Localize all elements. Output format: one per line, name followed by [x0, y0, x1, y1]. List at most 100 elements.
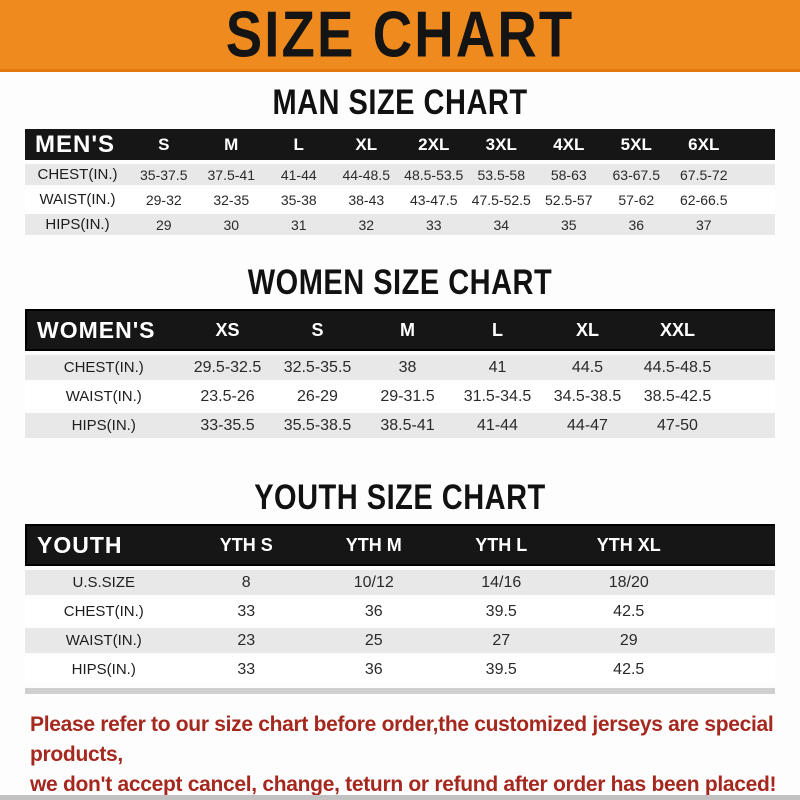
value-cell: 41-44: [452, 413, 543, 438]
value-cell: 8: [182, 570, 310, 595]
value-cell: 48.5-53.5: [400, 164, 468, 185]
table-row: HIPS(IN.) 33 36 39.5 42.5: [25, 657, 775, 682]
header-spacer-cell: [737, 129, 775, 160]
row-label: U.S.SIZE: [25, 570, 183, 595]
value-cell: 33-35.5: [182, 413, 273, 438]
value-cell: 35-37.5: [130, 164, 198, 185]
table-header-row: YOUTH YTH S YTH M YTH L YTH XL: [25, 524, 775, 566]
value-cell: 18/20: [565, 570, 693, 595]
value-cell: 57-62: [602, 189, 670, 210]
value-cell: 39.5: [437, 657, 565, 682]
value-cell: 67.5-72: [670, 164, 738, 185]
value-cell: 27: [437, 628, 565, 653]
row-spacer-cell: [737, 164, 775, 185]
value-cell: 38.5-41: [362, 413, 453, 438]
man-section-heading-text: MAN SIZE CHART: [272, 83, 528, 123]
size-chart-banner: SIZE CHART: [0, 0, 800, 72]
table-row: WAIST(IN.) 23 25 27 29: [25, 628, 775, 653]
row-spacer-cell: [722, 413, 775, 438]
size-column-header: M: [362, 309, 453, 351]
row-label: WAIST(IN.): [25, 384, 183, 409]
value-cell: 47-50: [632, 413, 723, 438]
value-cell: 29: [130, 214, 198, 235]
value-cell: 10/12: [310, 570, 438, 595]
value-cell: 41-44: [265, 164, 333, 185]
row-label: CHEST(IN.): [25, 599, 183, 624]
value-cell: 31.5-34.5: [452, 384, 543, 409]
disclaimer-line-2: we don't accept cancel, change, teturn o…: [30, 773, 777, 796]
size-column-header: XS: [182, 309, 273, 351]
value-cell: 42.5: [565, 599, 693, 624]
value-cell: 38: [362, 355, 453, 380]
row-spacer-cell: [722, 384, 775, 409]
value-cell: 31: [265, 214, 333, 235]
size-column-header: YTH XL: [565, 524, 693, 566]
value-cell: 44-47: [542, 413, 633, 438]
size-column-header: YTH L: [437, 524, 565, 566]
size-column-header: 4XL: [535, 129, 603, 160]
row-label: WAIST(IN.): [25, 628, 183, 653]
row-label: CHEST(IN.): [25, 164, 130, 185]
men-size-table-grid: MEN'S S M L XL 2XL 3XL 4XL 5XL 6XL CHEST(IN.) 35-37…: [25, 125, 775, 239]
table-row: CHEST(IN.) 29.5-32.5 32.5-35.5 38 41 44.5 44.5…: [25, 355, 775, 380]
table-row: WAIST(IN.) 23.5-26 26-29 29-31.5 31.5-34.5 34…: [25, 384, 775, 409]
row-spacer-cell: [692, 599, 775, 624]
row-spacer-cell: [737, 189, 775, 210]
table-row: CHEST(IN.) 35-37.5 37.5-41 41-44 44-48.5 48.5…: [25, 164, 775, 185]
value-cell: 35: [535, 214, 603, 235]
value-cell: 33: [400, 214, 468, 235]
table-header-label: MEN'S: [25, 129, 130, 160]
value-cell: 36: [602, 214, 670, 235]
value-cell: 14/16: [437, 570, 565, 595]
value-cell: 63-67.5: [602, 164, 670, 185]
value-cell: 26-29: [272, 384, 363, 409]
women-size-table-grid: WOMEN'S XS S M L XL XXL CHEST(IN.) 29.5-32.5 32.5…: [25, 305, 775, 442]
value-cell: 33: [182, 657, 310, 682]
table-row: WAIST(IN.) 29-32 32-35 35-38 38-43 43-47.5 47.…: [25, 189, 775, 210]
row-spacer-cell: [692, 657, 775, 682]
women-size-table: WOMEN'S XS S M L XL XXL CHEST(IN.) 29.5-32.5 32.5…: [25, 305, 775, 442]
size-column-header: XXL: [632, 309, 723, 351]
size-column-header: 5XL: [602, 129, 670, 160]
size-column-header: YTH S: [182, 524, 310, 566]
size-column-header: S: [130, 129, 198, 160]
header-spacer-cell: [692, 524, 775, 566]
value-cell: 34: [467, 214, 535, 235]
value-cell: 37.5-41: [197, 164, 265, 185]
value-cell: 35-38: [265, 189, 333, 210]
women-section-heading-text: WOMEN SIZE CHART: [247, 263, 553, 303]
disclaimer-line-1: Please refer to our size chart before or…: [30, 713, 774, 766]
women-section-heading: WOMEN SIZE CHART: [0, 264, 800, 302]
youth-section-heading-text: YOUTH SIZE CHART: [254, 478, 546, 518]
table-header-row: MEN'S S M L XL 2XL 3XL 4XL 5XL 6XL: [25, 129, 775, 160]
row-label: HIPS(IN.): [25, 657, 183, 682]
row-spacer-cell: [692, 570, 775, 595]
value-cell: 23: [182, 628, 310, 653]
value-cell: 29-31.5: [362, 384, 453, 409]
value-cell: 29: [565, 628, 693, 653]
value-cell: 52.5-57: [535, 189, 603, 210]
value-cell: 36: [310, 657, 438, 682]
value-cell: 32.5-35.5: [272, 355, 363, 380]
value-cell: 38.5-42.5: [632, 384, 723, 409]
value-cell: 37: [670, 214, 738, 235]
row-spacer-cell: [692, 628, 775, 653]
man-section-heading: MAN SIZE CHART: [0, 84, 800, 122]
row-label: HIPS(IN.): [25, 214, 130, 235]
size-column-header: 3XL: [467, 129, 535, 160]
value-cell: 33: [182, 599, 310, 624]
table-header-label: YOUTH: [25, 524, 183, 566]
value-cell: 43-47.5: [400, 189, 468, 210]
row-label: WAIST(IN.): [25, 189, 130, 210]
size-column-header: XL: [542, 309, 633, 351]
size-column-header: XL: [332, 129, 400, 160]
value-cell: 41: [452, 355, 543, 380]
value-cell: 39.5: [437, 599, 565, 624]
value-cell: 38-43: [332, 189, 400, 210]
value-cell: 44-48.5: [332, 164, 400, 185]
value-cell: 62-66.5: [670, 189, 738, 210]
size-column-header: M: [197, 129, 265, 160]
order-disclaimer: Please refer to our size chart before or…: [0, 710, 800, 800]
size-column-header: YTH M: [310, 524, 438, 566]
youth-table-bottom-divider: [25, 688, 775, 694]
